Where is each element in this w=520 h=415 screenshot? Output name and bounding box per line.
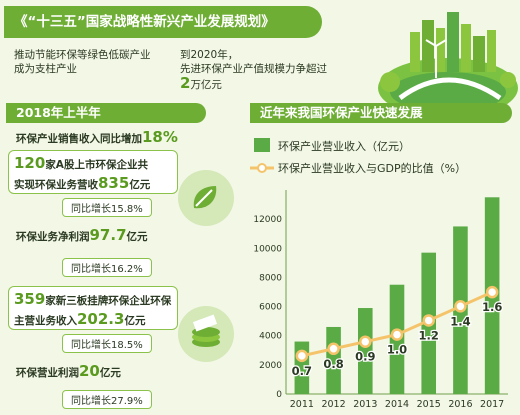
listed-line1: 120家A股上市环保企业共: [14, 154, 148, 172]
y-tick-label-5: 10000: [253, 244, 282, 254]
gdp-ratio-label-2012: 0.8: [323, 357, 343, 371]
intro-right-line1: 到2020年，: [180, 49, 239, 61]
gdp-ratio-label-2015: 1.2: [419, 328, 439, 342]
gdp-ratio-point-2013: [359, 335, 372, 348]
listed-box: [8, 150, 178, 194]
gdp-ratio-label-2011: 0.7: [292, 364, 312, 378]
intro-right-line2: 先进环保产业产值规模力争超过: [180, 63, 327, 75]
legend-bar-label: 环保产业营业收入（亿元）: [278, 139, 410, 153]
x-tick-label-2014: 2014: [385, 399, 409, 410]
leaf-icon: [178, 170, 234, 226]
sales-line: 环保产业销售收入同比增加18%: [16, 128, 178, 146]
neeq-line2: 主营业务收入202.3亿元: [14, 310, 145, 328]
gdp-ratio-point-2015: [422, 314, 435, 327]
sales-value: 18%: [142, 128, 178, 146]
right-panel-header: 近年来我国环保产业快速发展: [250, 103, 512, 123]
neeq-profit-growth: 同比增长27.9%: [62, 390, 152, 409]
neeq-unit: 亿元: [124, 315, 146, 327]
industry-chart: 环保产业营业收入（亿元） 环保产业营业收入与GDP的比值（%） 0 2000 4000 6…: [250, 138, 508, 410]
gdp-ratio-point-2012: [327, 342, 340, 356]
listed-text1: 家A股上市环保企业共: [45, 159, 148, 171]
y-tick-label-6: 12000: [253, 215, 282, 225]
bar-2013: [357, 308, 373, 394]
neeq-box: [8, 286, 178, 330]
listed-profit-value: 97.7: [89, 226, 127, 244]
x-tick-label-2012: 2012: [321, 399, 345, 410]
neeq-text1: 家新三板挂牌环保企业环保: [45, 295, 172, 307]
left-panel-header: 2018年上半年: [6, 103, 206, 123]
listed-growth: 同比增长15.8%: [62, 198, 152, 217]
legend-line-marker: [257, 163, 267, 173]
neeq-count: 359: [14, 290, 46, 308]
listed-text2: 实现环保业务营收: [14, 179, 98, 191]
gdp-ratio-label-2013: 0.9: [355, 350, 375, 364]
listed-count: 120: [14, 154, 46, 172]
intro-left: 推动节能环保等绿色低碳产业 成为支柱产业: [14, 48, 164, 76]
y-tick-label-1: 2000: [259, 361, 282, 371]
neeq-value: 202.3: [77, 310, 125, 328]
plan-title-banner: 《“十三五”国家战略性新兴产业发展规划》: [4, 6, 322, 38]
y-tick-label-4: 8000: [259, 273, 282, 283]
intro-left-line2: 成为支柱产业: [14, 63, 77, 75]
neeq-profit-unit: 亿元: [99, 367, 121, 379]
gdp-ratio-label-2014: 1.0: [387, 343, 407, 357]
listed-unit: 亿元: [129, 179, 151, 191]
y-tick-label-0: 0: [276, 390, 282, 400]
x-tick-label-2016: 2016: [448, 399, 472, 410]
gdp-ratio-point-2014: [390, 328, 404, 341]
neeq-profit-line: 环保营业利润20亿元: [16, 362, 121, 380]
green-city-illustration: [378, 12, 518, 110]
intro-right: 到2020年， 先进环保产业产值规模力争超过 2万亿元: [180, 48, 380, 92]
neeq-growth: 同比增长18.5%: [62, 334, 152, 353]
sales-text: 环保产业销售收入同比增加: [16, 133, 142, 145]
legend-bar-swatch: [254, 138, 270, 152]
gdp-ratio-point-2017: [485, 285, 499, 299]
listed-profit-growth: 同比增长16.2%: [62, 258, 152, 277]
gdp-ratio-point-2011: [295, 349, 309, 363]
neeq-profit-value: 20: [79, 362, 100, 380]
listed-line2: 实现环保业务营收835亿元: [14, 174, 150, 192]
neeq-line1: 359家新三板挂牌环保企业环保: [14, 290, 171, 308]
legend-line-label: 环保产业营业收入与GDP的比值（%）: [278, 161, 466, 175]
x-tick-label-2017: 2017: [480, 399, 504, 410]
gdp-ratio-label-2017: 1.6: [482, 300, 502, 314]
x-tick-label-2015: 2015: [417, 399, 441, 410]
x-tick-label-2011: 2011: [290, 399, 314, 410]
listed-value: 835: [98, 174, 130, 192]
listed-profit-text: 环保业务净利润: [16, 231, 90, 243]
coins-icon: [178, 306, 234, 362]
neeq-profit-text: 环保营业利润: [16, 367, 79, 379]
listed-profit-unit: 亿元: [126, 231, 148, 243]
x-tick-label-2013: 2013: [353, 399, 377, 410]
gdp-ratio-label-2016: 1.4: [450, 314, 470, 328]
listed-profit-line: 环保业务净利润97.7亿元: [16, 226, 148, 244]
target-value: 2: [180, 74, 191, 92]
intro-left-line1: 推动节能环保等绿色低碳产业: [14, 49, 151, 61]
target-unit: 万亿元: [190, 79, 222, 91]
y-tick-label-3: 6000: [259, 303, 282, 313]
gdp-ratio-point-2016: [454, 300, 467, 313]
neeq-text2: 主营业务收入: [14, 315, 77, 327]
y-tick-label-2: 4000: [259, 332, 282, 342]
